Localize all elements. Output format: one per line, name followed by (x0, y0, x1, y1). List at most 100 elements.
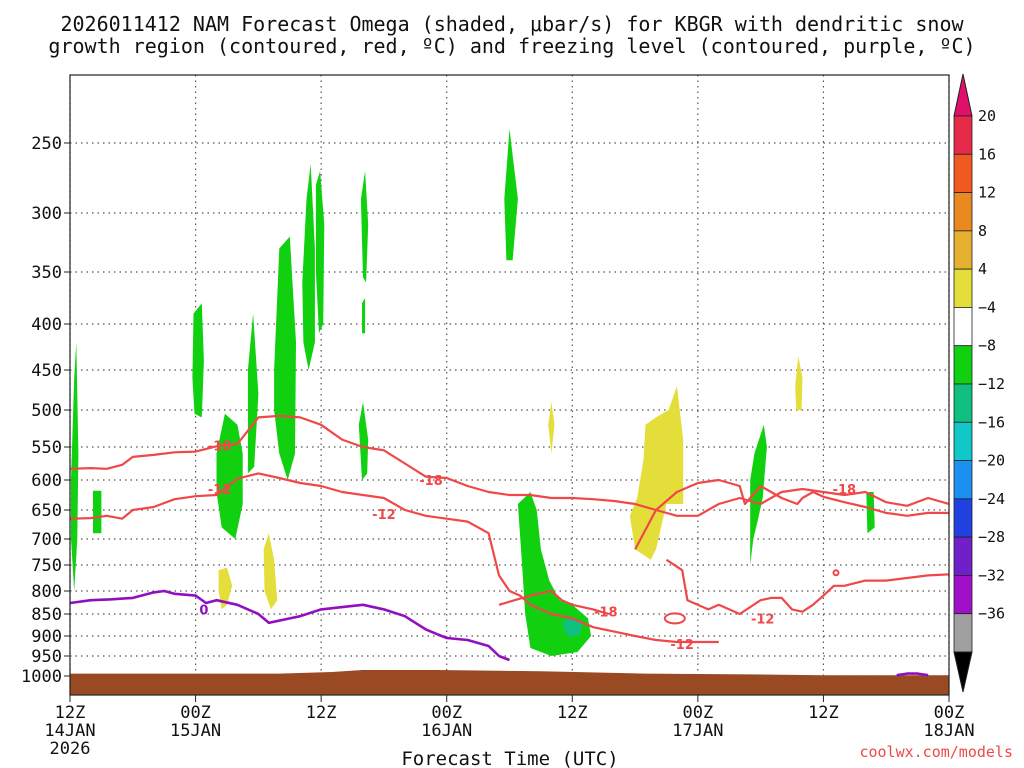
chart-title-line1: 2026011412 NAM Forecast Omega (shaded, μ… (60, 12, 964, 36)
y-tick-label-400: 400 (31, 315, 62, 335)
colorbar-bottom-arrow (953, 651, 973, 693)
contour-label-7: -18 (833, 483, 857, 498)
upward-motion-8 (315, 171, 325, 334)
upward-motion-7 (302, 164, 315, 370)
y-tick-label-950: 950 (31, 647, 62, 667)
x-tick-label-48-0: 12Z (557, 703, 588, 723)
colorbar-label-7: −12 (978, 375, 1005, 393)
y-tick-label-250: 250 (31, 134, 62, 154)
colorbar-swatch-9 (953, 460, 973, 500)
y-axis: 2503003504004505005506006507007508008509… (21, 134, 70, 687)
dgz-contour--18-upper (70, 414, 949, 517)
colorbar: 20 16 12 8 4 −4 −8 −12 −16 −20 −24 −28 −32 −36 (953, 73, 1005, 693)
dgz-contour-dot (832, 569, 840, 577)
upward-motion-4 (216, 413, 243, 539)
colorbar-label-11: −28 (978, 528, 1005, 546)
y-tick-label-600: 600 (31, 471, 62, 491)
contour-label-1: -12 (208, 483, 232, 498)
colorbar-label-3: 8 (978, 222, 987, 240)
y-tick-label-750: 750 (31, 556, 62, 576)
sinking-motion-1 (218, 567, 233, 610)
colorbar-swatch-10 (953, 498, 973, 538)
contour-label-0: -18 (208, 440, 232, 455)
colorbar-swatch-13 (953, 613, 973, 653)
sinking-motion-2 (263, 533, 278, 610)
sinking-motion-3 (548, 402, 555, 454)
x-axis-label: Forecast Time (UTC) (401, 748, 618, 768)
plot-frame (69, 74, 950, 696)
contour-label-6: -12 (751, 612, 775, 627)
sinking-motion-4 (629, 386, 684, 560)
colorbar-swatch-7 (953, 383, 973, 423)
colorbar-label-5: −4 (978, 298, 996, 316)
y-tick-label-650: 650 (31, 501, 62, 521)
y-tick-label-550: 550 (31, 438, 62, 458)
dgz-contour--12-mid (665, 558, 949, 616)
colorbar-swatch-3 (953, 230, 973, 270)
upward-motion-10 (362, 298, 366, 334)
upward-motion-9 (360, 171, 369, 283)
colorbar-label-10: −24 (978, 490, 1005, 508)
y-tick-label-850: 850 (31, 605, 62, 625)
y-tick-label-450: 450 (31, 361, 62, 381)
x-tick-label-24-0: 12Z (306, 703, 337, 723)
colorbar-swatch-5 (953, 307, 973, 347)
x-tick-label-0-1: 14JAN (44, 721, 95, 741)
colorbar-swatch-4 (953, 268, 973, 308)
colorbar-swatch-12 (953, 575, 973, 615)
dgz-contour--12-lower (634, 478, 949, 550)
freezing-contour-0C (70, 589, 510, 662)
ground-polygon (70, 670, 949, 695)
chart-title-line2: growth region (contoured, red, ºC) and f… (48, 34, 975, 58)
colorbar-swatch-2 (953, 192, 973, 232)
y-tick-label-900: 900 (31, 627, 62, 647)
colorbar-label-6: −8 (978, 337, 996, 355)
contours (70, 414, 949, 677)
freezing-contour-0C-east (896, 672, 929, 677)
upward-motion-5 (247, 313, 259, 474)
x-tick-label-36-1: 16JAN (421, 721, 472, 741)
y-tick-label-800: 800 (31, 582, 62, 602)
upward-motion-1 (71, 342, 79, 591)
colorbar-swatch-8 (953, 421, 973, 461)
upward-motion-13 (517, 492, 592, 656)
upward-motion-14 (750, 424, 767, 565)
contour-label-4: -18 (594, 606, 618, 621)
upward-motion-3 (192, 303, 204, 418)
dgz-contour--18-lower (498, 589, 610, 616)
colorbar-label-8: −16 (978, 413, 1005, 431)
colorbar-swatch-11 (953, 536, 973, 576)
colorbar-label-0: 20 (978, 107, 996, 125)
contour-label-8: 0 (199, 603, 208, 618)
y-tick-label-500: 500 (31, 401, 62, 421)
upward-motion-12 (504, 129, 518, 261)
omega-shading (71, 129, 875, 656)
x-tick-label-36-0: 00Z (431, 703, 462, 723)
x-tick-label-60-1: 17JAN (672, 721, 723, 741)
x-tick-label-84-0: 00Z (934, 703, 965, 723)
colorbar-label-13: −36 (978, 605, 1005, 623)
colorbar-label-1: 16 (978, 145, 996, 163)
contour-label-3: -12 (372, 508, 396, 523)
colorbar-label-4: 4 (978, 260, 987, 278)
credit-text: coolwx.com/models (859, 743, 1013, 761)
x-tick-label-0-2: 2026 (50, 739, 91, 759)
contour-labels: -18 -12 -18 -12 -18 -12 -12 -18 0 (199, 440, 856, 653)
colorbar-swatch-1 (953, 153, 973, 193)
upward-motion-11 (358, 402, 369, 480)
colorbar-label-2: 12 (978, 184, 996, 202)
sinking-motion-5 (795, 356, 803, 410)
dgz-contour-loop (663, 612, 686, 625)
x-tick-label-84-1: 18JAN (923, 721, 974, 741)
y-tick-label-1000: 1000 (21, 667, 62, 687)
x-tick-label-0-0: 12Z (55, 703, 86, 723)
colorbar-label-12: −32 (978, 566, 1005, 584)
y-tick-label-700: 700 (31, 530, 62, 550)
y-tick-label-300: 300 (31, 204, 62, 224)
y-tick-label-350: 350 (31, 263, 62, 283)
contour-label-2: -18 (419, 474, 443, 489)
colorbar-top-arrow (953, 73, 973, 117)
ground-surface (70, 670, 949, 695)
